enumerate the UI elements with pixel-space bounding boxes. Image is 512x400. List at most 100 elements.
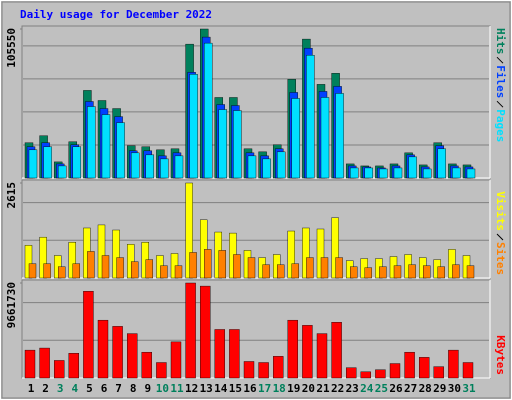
bar bbox=[28, 149, 38, 179]
bar bbox=[243, 361, 255, 379]
bar bbox=[189, 252, 197, 279]
x-tick-label: 21 bbox=[316, 382, 330, 395]
bar bbox=[350, 167, 359, 179]
bar bbox=[87, 251, 95, 279]
legend-separator bbox=[496, 100, 504, 108]
bar bbox=[130, 261, 139, 279]
y-tick-label: 2615 bbox=[5, 182, 18, 209]
bar bbox=[408, 264, 416, 279]
bar bbox=[452, 167, 461, 179]
x-tick-label: 7 bbox=[115, 382, 122, 395]
bar bbox=[437, 266, 445, 279]
bar bbox=[404, 351, 415, 379]
bar bbox=[218, 109, 228, 179]
bar bbox=[346, 367, 357, 379]
legend-separator bbox=[496, 233, 504, 241]
x-tick-label: 26 bbox=[389, 382, 403, 395]
bar bbox=[393, 167, 403, 179]
bar bbox=[423, 168, 432, 179]
bar bbox=[273, 356, 284, 379]
bar bbox=[185, 182, 193, 279]
bar bbox=[160, 265, 168, 279]
bar bbox=[452, 264, 460, 279]
bar bbox=[72, 146, 82, 179]
bar bbox=[126, 244, 135, 279]
bar bbox=[39, 347, 50, 379]
bar bbox=[218, 250, 227, 279]
bar bbox=[185, 282, 196, 379]
bar bbox=[145, 154, 155, 179]
bar bbox=[24, 349, 36, 379]
bar bbox=[233, 254, 241, 279]
x-tick-label: 27 bbox=[404, 382, 417, 395]
x-tick-label: 14 bbox=[214, 382, 228, 395]
bar bbox=[97, 319, 109, 379]
legend-label: Pages bbox=[494, 109, 507, 142]
x-tick-label: 11 bbox=[170, 382, 184, 395]
bar bbox=[214, 329, 226, 379]
x-tick-label: 5 bbox=[86, 382, 93, 395]
y-tick-label: 9661730 bbox=[5, 282, 18, 328]
bar bbox=[116, 257, 124, 279]
x-tick-label: 28 bbox=[419, 382, 432, 395]
bar bbox=[291, 263, 299, 279]
y-tick-label: 105550 bbox=[5, 28, 18, 68]
bar bbox=[126, 333, 138, 379]
bar bbox=[258, 362, 269, 379]
x-tick-label: 13 bbox=[200, 382, 213, 395]
bar bbox=[316, 228, 325, 279]
bar bbox=[448, 349, 459, 379]
bar bbox=[262, 158, 271, 179]
bar bbox=[364, 267, 372, 279]
x-tick-label: 17 bbox=[258, 382, 271, 395]
bar bbox=[97, 224, 106, 279]
bar bbox=[247, 155, 257, 179]
bar bbox=[393, 265, 402, 279]
bar bbox=[68, 353, 80, 379]
bar bbox=[58, 266, 66, 279]
bar bbox=[287, 319, 298, 379]
bar bbox=[203, 249, 212, 279]
bar bbox=[112, 229, 120, 279]
x-tick-label: 8 bbox=[130, 382, 137, 395]
bar bbox=[39, 236, 47, 279]
legend-label: Visits bbox=[494, 191, 507, 231]
bar bbox=[375, 369, 386, 379]
bar bbox=[379, 266, 387, 279]
legend-label: Sites bbox=[494, 242, 507, 275]
bar bbox=[462, 362, 474, 379]
bar bbox=[199, 285, 211, 379]
bar bbox=[101, 255, 110, 279]
bar bbox=[419, 357, 430, 379]
bar bbox=[287, 230, 295, 279]
bar bbox=[433, 366, 444, 379]
legend-label: Hits bbox=[494, 28, 507, 55]
bar bbox=[360, 371, 371, 379]
bar bbox=[379, 168, 388, 179]
bar bbox=[28, 263, 37, 279]
bar bbox=[437, 148, 446, 179]
bar bbox=[277, 151, 286, 179]
bar bbox=[331, 322, 342, 379]
bar bbox=[68, 242, 77, 279]
bar bbox=[24, 245, 33, 279]
bar bbox=[156, 362, 167, 379]
bar bbox=[247, 257, 256, 279]
bar bbox=[277, 264, 285, 279]
bar bbox=[83, 291, 94, 379]
bar bbox=[141, 351, 153, 379]
bar bbox=[229, 329, 240, 379]
bar bbox=[174, 155, 184, 179]
bar bbox=[350, 266, 358, 279]
x-tick-label: 12 bbox=[185, 382, 198, 395]
legend-label: KBytes bbox=[494, 335, 507, 375]
bar bbox=[160, 158, 169, 179]
x-tick-label: 9 bbox=[144, 382, 151, 395]
bar bbox=[466, 168, 476, 179]
bar bbox=[306, 257, 314, 279]
bar bbox=[112, 326, 123, 379]
bar bbox=[302, 325, 313, 379]
bar bbox=[335, 93, 344, 179]
x-tick-label: 20 bbox=[302, 382, 315, 395]
